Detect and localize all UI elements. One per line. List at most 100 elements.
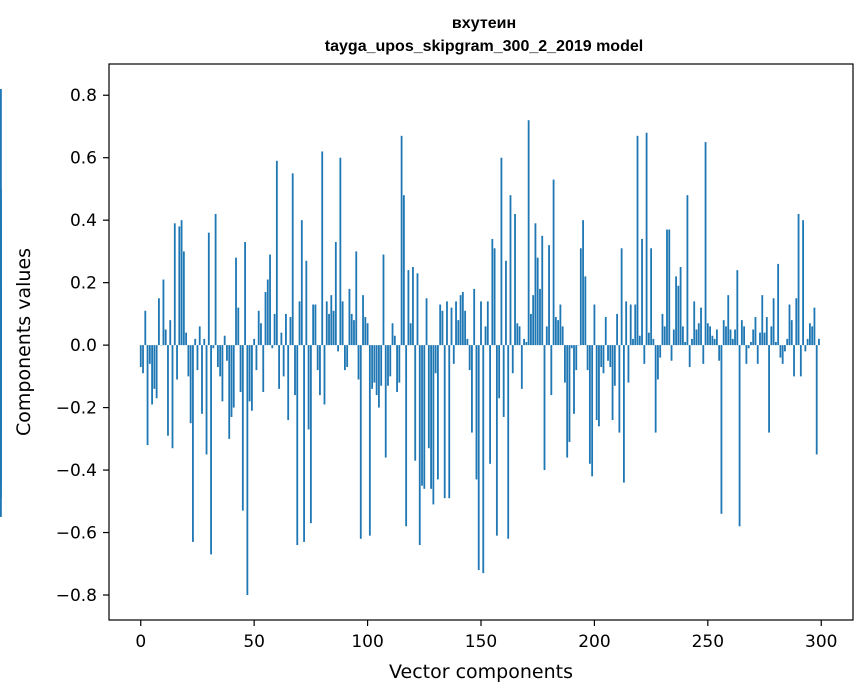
bar-208	[611, 345, 614, 421]
bar-189	[568, 345, 571, 442]
bar-26	[198, 326, 201, 346]
bar-54	[262, 345, 265, 392]
bar-268	[747, 345, 750, 349]
bar-82	[325, 301, 328, 346]
bar-143	[464, 310, 467, 346]
bar-127	[427, 345, 430, 449]
bar-176	[539, 288, 541, 346]
bar-89	[341, 301, 344, 346]
bar-67	[291, 173, 294, 346]
bar-284	[784, 345, 786, 352]
bar-131	[437, 345, 439, 480]
bar-171	[527, 120, 530, 346]
bar-165	[514, 213, 516, 346]
bar-140	[457, 320, 460, 346]
bar-181	[550, 345, 553, 396]
bar-215	[627, 345, 630, 383]
bar-74	[307, 345, 310, 430]
bar-141	[459, 295, 462, 346]
bar-58	[271, 345, 274, 349]
bar-7	[155, 345, 158, 399]
bar-160	[502, 345, 505, 417]
y-tick-label: 0.6	[70, 149, 97, 169]
bar-24	[194, 338, 197, 346]
bar-241	[686, 195, 689, 346]
bar-273	[759, 332, 761, 346]
bar-83	[328, 313, 330, 346]
bar-232	[666, 229, 668, 346]
bar-191	[573, 345, 575, 414]
bar-75	[309, 345, 312, 524]
bar-34	[216, 345, 219, 367]
y-axis: −0.8 −0.6 −0.4 −0.2 0.0 0.2 0.4 0.6 0.8	[56, 86, 109, 606]
bar-120	[412, 267, 414, 346]
bar-213	[623, 345, 625, 483]
bar-278	[770, 326, 773, 346]
bar-92	[348, 288, 351, 346]
bar-186	[561, 326, 564, 346]
bar-79	[319, 345, 321, 396]
bar-64	[285, 313, 287, 346]
bar-53	[260, 323, 262, 346]
bar-71	[300, 220, 303, 346]
bar-204	[602, 345, 605, 374]
bar-194	[579, 248, 582, 346]
bar-277	[768, 345, 770, 433]
bar-118	[407, 270, 410, 346]
bar-224	[647, 332, 650, 346]
bar-90	[344, 345, 346, 371]
bar-246	[697, 323, 700, 346]
bar-78	[316, 345, 319, 371]
bar-70	[298, 301, 301, 346]
y-tick-label: −0.8	[56, 586, 97, 606]
bar-76	[312, 304, 315, 346]
bar-14	[171, 345, 174, 449]
bar-214	[625, 301, 628, 346]
bar-1	[142, 345, 144, 374]
bar-216	[629, 304, 632, 346]
bar-260	[729, 329, 732, 346]
bar-57	[269, 254, 271, 346]
bar-41	[232, 345, 235, 408]
bar-245	[695, 329, 698, 346]
bar-52	[257, 310, 260, 346]
bar-35	[219, 345, 222, 377]
bar-195	[582, 220, 584, 346]
bar-73	[305, 260, 308, 346]
bar-212	[620, 248, 623, 346]
bar-221	[641, 238, 643, 346]
bar-61	[278, 345, 281, 389]
bar-95	[355, 251, 358, 346]
bar-29	[205, 345, 208, 455]
bar-87	[337, 345, 339, 352]
bar-112	[393, 335, 396, 346]
x-tick-label: 100	[351, 632, 383, 652]
bar-47	[246, 345, 249, 596]
bar-146	[471, 345, 473, 433]
bar-128	[430, 345, 432, 489]
bar-175	[536, 257, 539, 346]
bar-148	[475, 345, 478, 480]
bar-298	[815, 345, 818, 455]
bar-60	[275, 160, 278, 346]
bar-115	[400, 135, 403, 346]
bar-97	[359, 345, 362, 539]
bar-28	[203, 338, 206, 346]
bar-179	[545, 326, 548, 346]
bar-178	[543, 345, 546, 471]
bar-279	[772, 298, 775, 346]
bar-43	[237, 307, 240, 346]
bar-85	[332, 310, 335, 346]
bar-88	[339, 157, 342, 346]
bar-102	[371, 345, 374, 389]
bar-265	[740, 320, 743, 346]
bar-121	[414, 345, 417, 461]
x-tick-label: 250	[692, 632, 724, 652]
bar-291	[799, 345, 802, 377]
bar-280	[774, 342, 777, 346]
y-tick-label: −0.6	[56, 524, 97, 544]
bar-259	[727, 295, 730, 346]
bar-21	[187, 345, 190, 377]
bar-114	[398, 345, 401, 383]
bar-156	[493, 248, 496, 346]
